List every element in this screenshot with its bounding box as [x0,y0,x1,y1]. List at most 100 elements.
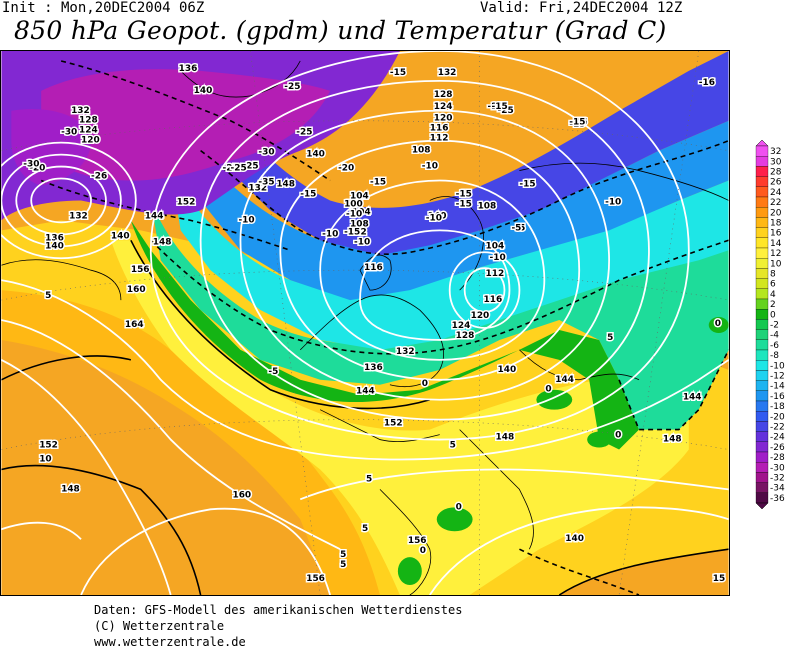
temp-band-orange-sw [1,465,201,595]
geopotential-label: 116 [430,124,449,134]
temperature-label: 0 [715,319,721,329]
temperature-label: -5 [511,223,521,233]
geopotential-label: 148 [276,180,295,190]
legend-label: -16 [770,392,785,402]
temperature-label: -15 [300,189,316,199]
temperature-label: -15 [370,178,386,188]
geopotential-label: 112 [348,227,367,237]
temperature-label: -25 [242,162,258,172]
temperature-label: 0 [422,379,428,389]
geopotential-label: 108 [478,201,497,211]
geopotential-label: 136 [179,64,198,74]
legend-label: -6 [770,341,779,351]
geopotential-label: 144 [145,211,164,221]
temp-band-cyan [170,170,729,350]
footer-copyright: (C) Wetterzentrale [94,619,225,633]
temperature-label: -16 [699,78,715,88]
legend-label: 6 [770,280,776,290]
geopotential-label: 116 [364,263,383,273]
legend-swatch [755,411,769,422]
temperature-label: -10 [346,209,362,219]
legend-swatch [755,258,769,269]
geopotential-label: 120 [81,136,100,146]
legend-swatch [755,441,769,453]
legend-swatch [755,421,769,432]
legend-swatch [755,462,769,473]
legend-swatch [755,339,769,351]
legend-label: 22 [770,198,781,208]
temperature-label: -15 [344,227,360,237]
temp-band-violet [11,108,92,186]
legend-label: 20 [770,208,782,218]
geopotential-label: 164 [125,320,144,330]
geopotential-label: 112 [430,134,449,144]
legend-swatch [755,196,769,208]
temperature-label: -10 [605,197,621,207]
temperature-label: -16 [571,118,587,128]
geopotential-label: 152 [177,197,196,207]
geopotential-label: 152 [39,441,58,451]
geopotential-label: 100 [344,199,363,209]
legend-swatch [755,329,769,340]
legend-label: 14 [770,239,782,249]
temperature-label: -10 [322,229,338,239]
geopotential-label: 132 [396,347,415,357]
temperature-label: -25 [498,106,514,116]
legend-label: -20 [770,412,785,422]
temperature-label: -15 [519,180,535,190]
temperature-label: -20 [488,102,504,112]
legend-swatch [755,145,769,157]
temperature-label: 5 [362,524,368,534]
legend-arrow-top [755,140,769,147]
legend-label: 8 [770,270,776,280]
geopotential-label: 148 [496,433,515,443]
footer-website[interactable]: www.wetterzentrale.de [94,635,246,649]
temperature-label: 5 [340,550,346,560]
temperature-label: -26 [91,172,107,182]
geopotential-label: 144 [555,375,574,385]
geopotential-label: 124 [434,102,453,112]
geopotential-label: 128 [434,90,453,100]
legend-label: 28 [770,168,782,178]
geopotential-label: 120 [434,114,453,124]
geopotential-label: 128 [79,116,98,126]
geopotential-label: 120 [471,311,490,321]
legend-label: 10 [770,259,782,269]
valid-time: Valid: Fri,24DEC2004 12Z [480,0,683,16]
temp-band-lemon [110,240,689,595]
legend-label: -34 [770,484,785,494]
geopotential-label: 152 [384,419,403,429]
geopotential-label: 112 [486,269,505,279]
geopotential-label: 132 [438,68,457,78]
geopotential-label: 132 [71,106,90,116]
temperature-label: -15 [569,120,585,130]
temperature-label: 5 [45,291,51,301]
coastlines [1,60,729,595]
geopotential-isohypses [1,51,729,595]
temp-band-blue [190,120,729,301]
temperature-label: -35 [258,178,274,188]
temperature-label: -25 [223,164,239,174]
temperature-label: -20 [29,164,45,174]
legend-swatch [755,349,769,361]
temp-band-indigo [220,51,729,256]
temperature-label: 15 [713,574,725,584]
geopotential-label: 136 [364,363,383,373]
temperature-label: -25 [284,82,300,92]
temperature-label: 10 [39,454,51,464]
temperature-isotherms [1,60,729,595]
legend-swatch [755,237,769,249]
legend-label: -30 [770,463,785,473]
temperature-label: 5 [450,441,456,451]
temperature-label: -10 [354,237,370,247]
legend-label: 18 [770,219,782,229]
temp-band-magenta [41,69,331,181]
legend-label: 0 [770,310,776,320]
temperature-label: -10 [238,215,254,225]
temperature-label: -15 [492,102,508,112]
legend-swatch [755,247,769,259]
legend-swatch [755,156,769,167]
temperature-label: 0 [456,502,462,512]
map-title: 850 hPa Geopot. (gpdm) und Temperatur (G… [14,16,667,45]
geopotential-label: 156 [408,536,427,546]
